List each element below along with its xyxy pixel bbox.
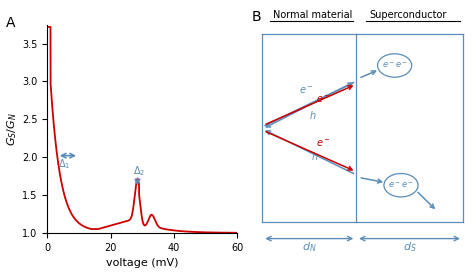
Text: B: B [252, 10, 261, 24]
Text: $e^-$: $e^-$ [316, 138, 330, 150]
Text: $d_N$: $d_N$ [302, 240, 317, 254]
Text: Normal material: Normal material [273, 10, 352, 20]
Text: $\Delta_1$: $\Delta_1$ [58, 157, 71, 171]
Text: $h$: $h$ [311, 150, 319, 162]
Text: $\Delta_2$: $\Delta_2$ [133, 164, 146, 178]
Text: $e^-e^-$: $e^-e^-$ [388, 180, 414, 190]
Text: $d_S$: $d_S$ [403, 240, 416, 254]
Text: A: A [6, 16, 15, 30]
Text: $e^-e^-$: $e^-e^-$ [382, 61, 408, 70]
Text: Superconductor: Superconductor [369, 10, 447, 20]
X-axis label: voltage (mV): voltage (mV) [106, 258, 178, 268]
Y-axis label: $G_S/G_N$: $G_S/G_N$ [6, 112, 19, 146]
Text: $e^-$: $e^-$ [299, 85, 313, 96]
Text: $h$: $h$ [309, 109, 317, 121]
Text: $e^-$: $e^-$ [316, 94, 330, 105]
